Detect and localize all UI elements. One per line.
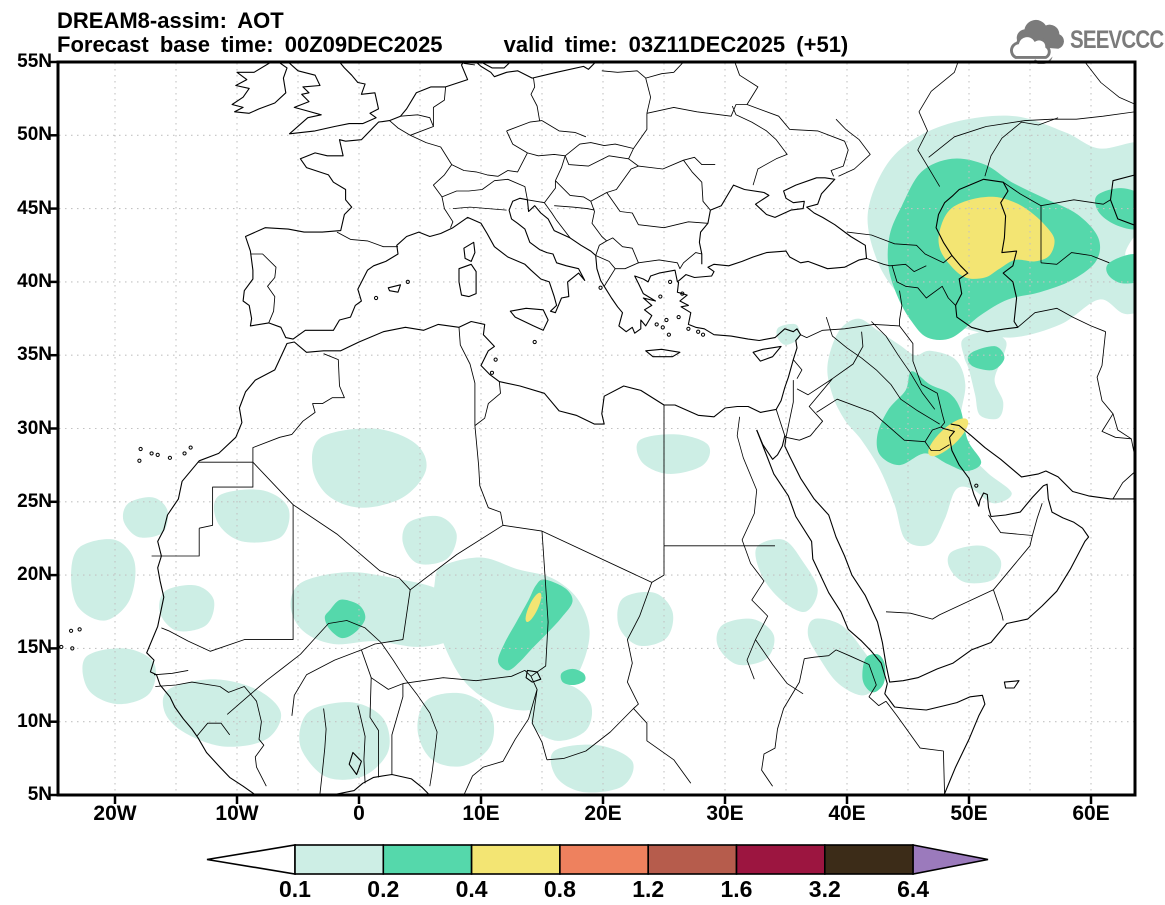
lon-tick-label: 20E — [584, 802, 622, 825]
valid-time-label: valid time: — [503, 32, 618, 57]
lat-tick-label: 55N — [17, 51, 52, 72]
lat-tick-label: 45N — [17, 197, 52, 219]
legend-value-label: 0.4 — [455, 876, 488, 902]
lon-tick-label: 50E — [950, 802, 988, 825]
plot-title: DREAM8-assim: AOT — [57, 8, 284, 33]
legend-value-label: 1.6 — [720, 876, 753, 902]
legend-value-label: 1.2 — [632, 876, 665, 902]
lon-tick-label: 40E — [828, 802, 866, 825]
lat-tick-label: 40N — [17, 270, 52, 292]
lon-tick-label: 0 — [353, 802, 365, 825]
lat-tick-label: 20N — [17, 564, 52, 586]
lat-tick-label: 10N — [17, 710, 52, 732]
aot-shading — [71, 115, 1134, 793]
colorbar — [206, 844, 989, 875]
lat-tick-label: 35N — [17, 344, 52, 366]
lon-tick-label: 20W — [93, 802, 137, 825]
logo-text: SEEVCCC — [1070, 25, 1164, 54]
borders-rivers — [151, 63, 1134, 794]
legend-value-label: 3.2 — [808, 876, 841, 902]
legend-value-label: 0.8 — [543, 876, 576, 902]
lat-tick-label: 5N — [27, 784, 52, 805]
coastlines — [59, 63, 1134, 794]
legend-value-label: 0.1 — [279, 876, 311, 902]
lat-tick-label: 15N — [17, 637, 52, 659]
plot-subtitle: Forecast base time: 00Z09DEC2025 valid t… — [57, 32, 848, 58]
base-time-label: Forecast base time: — [57, 32, 274, 57]
lat-tick-label: 25N — [17, 490, 52, 512]
lon-tick-label: 10E — [462, 802, 500, 825]
lat-tick-label: 30N — [17, 417, 52, 439]
seevccc-logo: SEEVCCC — [1008, 15, 1164, 65]
legend-value-label: 6.4 — [897, 876, 930, 902]
lat-tick-label: 50N — [17, 124, 52, 146]
valid-time-value: 03Z11DEC2025 (+51) — [628, 32, 849, 57]
grid-lines — [59, 63, 1134, 794]
base-time-value: 00Z09DEC2025 — [284, 32, 443, 57]
axis-ticks — [49, 60, 1093, 804]
lon-tick-label: 30E — [706, 802, 744, 825]
cloud-icon — [1010, 19, 1064, 64]
lon-tick-label: 10W — [215, 802, 259, 825]
legend-value-label: 0.2 — [367, 876, 400, 902]
lon-tick-label: 60E — [1072, 802, 1110, 825]
